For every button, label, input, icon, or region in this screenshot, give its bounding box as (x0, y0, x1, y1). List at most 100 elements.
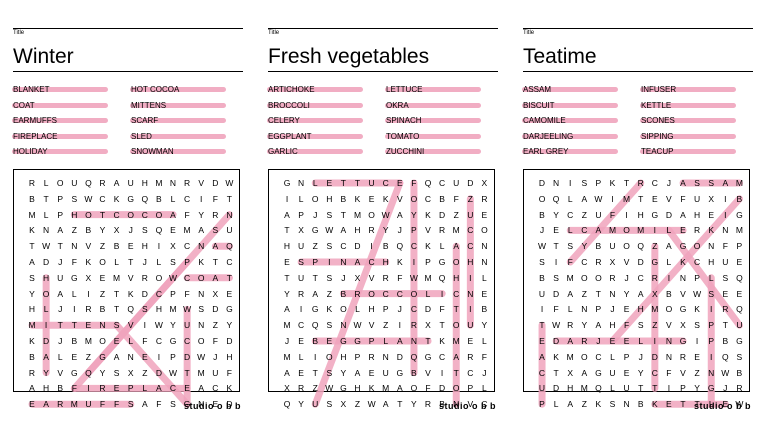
grid-letter[interactable]: P (170, 288, 176, 299)
grid-letter[interactable]: N (609, 288, 616, 299)
grid-letter[interactable]: C (439, 351, 446, 362)
grid-letter[interactable]: K (113, 193, 120, 204)
grid-letter[interactable]: O (452, 383, 460, 394)
grid-letter[interactable]: S (637, 320, 644, 331)
grid-letter[interactable]: Y (623, 288, 630, 299)
grid-letter[interactable]: Y (29, 288, 35, 299)
grid-letter[interactable]: A (396, 383, 403, 394)
grid-letter[interactable]: G (311, 225, 319, 236)
grid-letter[interactable]: K (85, 257, 92, 267)
grid-letter[interactable]: Q (595, 383, 602, 394)
grid-letter[interactable]: Y (411, 209, 417, 220)
grid-letter[interactable]: L (142, 383, 148, 394)
grid-letter[interactable]: C (467, 241, 474, 252)
grid-letter[interactable]: L (482, 383, 487, 394)
grid-letter[interactable]: L (312, 178, 318, 188)
grid-letter[interactable]: O (410, 383, 418, 394)
grid-letter[interactable]: L (666, 225, 672, 236)
grid-letter[interactable]: Y (284, 288, 290, 299)
grid-letter[interactable]: R (410, 320, 417, 331)
grid-letter[interactable]: L (383, 336, 389, 346)
grid-letter[interactable]: H (453, 272, 460, 283)
grid-letter[interactable]: E (71, 351, 78, 362)
grid-letter[interactable]: L (567, 304, 573, 315)
grid-letter[interactable]: M (183, 225, 191, 236)
grid-letter[interactable]: Q (127, 304, 134, 315)
grid-letter[interactable]: V (425, 225, 431, 236)
grid-letter[interactable]: H (609, 320, 616, 331)
grid-letter[interactable]: T (312, 367, 318, 378)
grid-letter[interactable]: O (623, 225, 630, 236)
grid-letter[interactable]: C (113, 209, 120, 220)
grid-letter[interactable]: U (453, 178, 460, 188)
grid-letter[interactable]: U (71, 178, 78, 188)
grid-letter[interactable]: A (354, 367, 361, 378)
grid-letter[interactable]: L (567, 193, 573, 204)
grid-letter[interactable]: I (285, 193, 289, 204)
grid-letter[interactable]: O (410, 288, 418, 299)
grid-letter[interactable]: Q (155, 225, 163, 236)
grid-letter[interactable]: E (326, 178, 333, 188)
grid-letter[interactable]: D (651, 351, 658, 362)
grid-letter[interactable]: H (28, 304, 36, 315)
grid-letter[interactable]: R (581, 336, 588, 346)
grid-letter[interactable]: S (567, 241, 574, 252)
grid-letter[interactable]: R (298, 383, 305, 394)
grid-letter[interactable]: A (284, 209, 290, 220)
grid-letter[interactable]: C (184, 193, 191, 204)
grid-letter[interactable]: Y (382, 225, 389, 236)
grid-letter[interactable]: L (708, 272, 714, 283)
grid-letter[interactable]: S (141, 225, 148, 236)
grid-letter[interactable]: R (637, 178, 644, 188)
grid-letter[interactable]: I (299, 304, 303, 315)
grid-letter[interactable]: I (143, 320, 146, 331)
grid-letter[interactable]: P (354, 351, 361, 362)
grid-letter[interactable]: I (625, 209, 628, 220)
grid-letter[interactable]: Y (581, 241, 588, 252)
grid-letter[interactable]: O (42, 288, 50, 299)
grid-letter[interactable]: I (653, 336, 656, 346)
grid-letter[interactable]: S (326, 272, 333, 283)
grid-letter[interactable]: O (452, 257, 460, 267)
grid-letter[interactable]: T (43, 193, 49, 204)
grid-letter[interactable]: P (57, 209, 64, 220)
grid-letter[interactable]: G (679, 336, 687, 346)
grid-letter[interactable]: H (226, 351, 233, 362)
grid-letter[interactable]: R (651, 272, 658, 283)
grid-letter[interactable]: K (396, 257, 403, 267)
grid-letter[interactable]: D (212, 304, 219, 315)
grid-letter[interactable]: G (340, 336, 347, 346)
grid-letter[interactable]: E (396, 178, 403, 188)
grid-letter[interactable]: W (183, 304, 192, 315)
grid-letter[interactable]: N (71, 241, 78, 252)
grid-letter[interactable]: G (595, 367, 602, 378)
grid-letter[interactable]: J (482, 367, 487, 378)
grid-letter[interactable]: F (553, 304, 559, 315)
grid-letter[interactable]: P (595, 304, 602, 315)
grid-letter[interactable]: S (113, 367, 120, 378)
grid-letter[interactable]: M (452, 225, 460, 236)
grid-letter[interactable]: T (128, 257, 134, 267)
grid-letter[interactable]: E (170, 225, 176, 236)
grid-letter[interactable]: O (311, 193, 319, 204)
grid-letter[interactable]: M (155, 178, 163, 188)
grid-letter[interactable]: Q (637, 241, 644, 252)
grid-letter[interactable]: M (283, 320, 291, 331)
grid-letter[interactable]: S (708, 178, 715, 188)
grid-letter[interactable]: B (411, 367, 417, 378)
grid-letter[interactable]: J (624, 272, 629, 283)
grid-letter[interactable]: D (141, 288, 148, 299)
grid-letter[interactable]: E (722, 288, 729, 299)
grid-letter[interactable]: R (368, 225, 375, 236)
grid-letter[interactable]: V (467, 399, 474, 410)
grid-letter[interactable]: N (298, 178, 305, 188)
grid-letter[interactable]: E (226, 288, 233, 299)
grid-letter[interactable]: Y (694, 383, 700, 394)
grid-letter[interactable]: E (481, 288, 488, 299)
grid-letter[interactable]: E (736, 257, 743, 267)
grid-letter[interactable]: X (284, 383, 290, 394)
grid-letter[interactable]: T (453, 367, 459, 378)
grid-letter[interactable]: F (439, 304, 445, 315)
grid-letter[interactable]: P (708, 336, 715, 346)
grid-letter[interactable]: P (694, 272, 700, 283)
